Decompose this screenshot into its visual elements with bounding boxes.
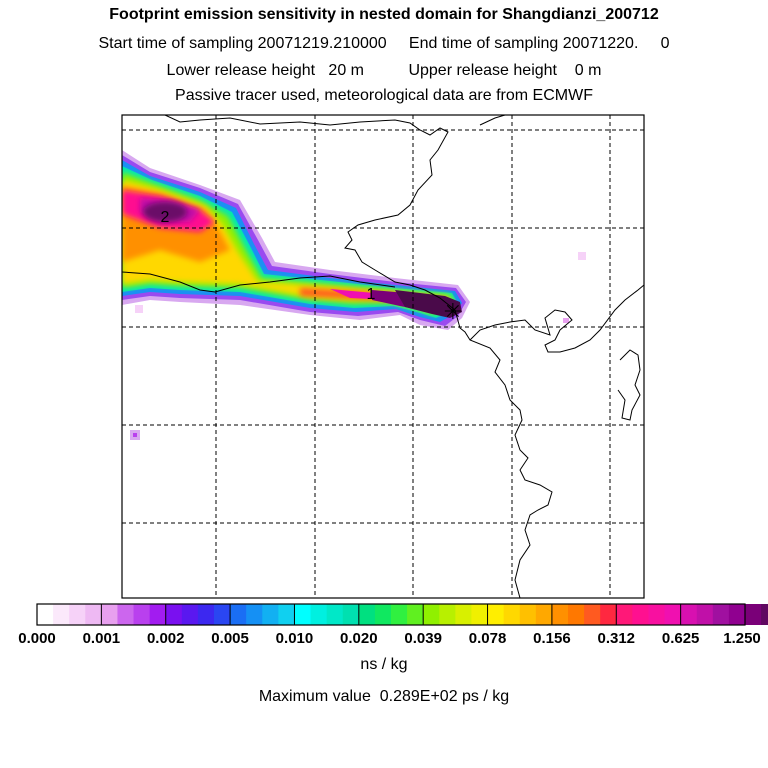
colorbar-swatch	[616, 604, 633, 625]
colorbar-tick-label: 0.005	[211, 630, 249, 647]
colorbar-swatch	[197, 604, 215, 625]
tracer-info: Passive tracer used, meteorological data…	[175, 87, 593, 104]
colorbar-swatch	[761, 604, 768, 625]
colorbar-tick-label: 0.625	[661, 630, 700, 647]
colorbar-tick-label: 0.078	[468, 630, 507, 647]
colorbar-tick-label: 0.000	[18, 630, 56, 647]
plume-field	[122, 150, 586, 440]
colorbar-swatch	[600, 604, 617, 625]
colorbar-swatch	[133, 604, 151, 625]
marker-1: 1	[367, 286, 376, 303]
colorbar	[36, 603, 768, 626]
colorbar-swatch	[326, 604, 344, 625]
colorbar-tick-label: 0.312	[597, 630, 636, 647]
colorbar-swatch	[680, 604, 698, 625]
colorbar-swatch	[551, 604, 569, 625]
receptor-star-icon: ✳	[444, 300, 462, 325]
colorbar-swatch	[632, 604, 650, 625]
colorbar-swatch	[664, 604, 682, 625]
max-value-label: Maximum value 0.289E+02 ps / kg	[258, 688, 510, 705]
sampling-times: Start time of sampling 20071219.210000 E…	[98, 35, 670, 52]
release-heights: Lower release height 20 m Upper release …	[166, 62, 602, 79]
colorbar-swatch	[85, 604, 102, 625]
colorbar-tick-label: 1.250	[723, 630, 761, 647]
colorbar-tick-label: 0.156	[533, 630, 571, 647]
colorbar-swatch	[230, 604, 247, 625]
colorbar-swatch	[278, 604, 296, 625]
colorbar-swatch	[342, 604, 360, 625]
colorbar-tick-label: 0.010	[275, 630, 314, 647]
colorbar-swatch	[165, 604, 183, 625]
colorbar-swatch	[745, 604, 762, 625]
colorbar-swatch	[503, 604, 521, 625]
colorbar-swatch	[374, 604, 392, 625]
colorbar-swatch	[535, 604, 553, 625]
colorbar-swatch	[407, 604, 424, 625]
colorbar-swatch	[712, 604, 730, 625]
colorbar-swatch	[53, 604, 70, 625]
coastlines	[122, 115, 644, 598]
colorbar-swatch	[391, 604, 408, 625]
colorbar-swatch	[519, 604, 537, 625]
colorbar-swatch	[149, 604, 167, 625]
colorbar-swatch	[117, 604, 135, 625]
colorbar-swatch	[214, 604, 231, 625]
colorbar-swatch	[648, 604, 666, 625]
colorbar-swatch	[728, 604, 746, 625]
units-label: ns / kg	[360, 656, 408, 673]
colorbar-tick-label: 0.020	[340, 630, 378, 647]
colorbar-swatch	[37, 604, 54, 625]
colorbar-swatch	[423, 604, 440, 625]
colorbar-swatch	[69, 604, 86, 625]
colorbar-tick-label: 0.039	[404, 630, 442, 647]
colorbar-swatch	[358, 604, 376, 625]
colorbar-tick-label: 0.002	[146, 630, 185, 647]
colorbar-swatch	[439, 604, 456, 625]
colorbar-swatch	[181, 604, 199, 625]
colorbar-swatch	[471, 604, 489, 625]
colorbar-swatch	[568, 604, 585, 625]
plot-title: Footprint emission sensitivity in nested…	[109, 6, 659, 23]
colorbar-swatch	[101, 604, 119, 625]
colorbar-frame	[36, 603, 746, 626]
lat-lon-grid	[122, 115, 644, 598]
colorbar-swatch	[455, 604, 473, 625]
colorbar-swatch	[310, 604, 328, 625]
marker-2: 2	[161, 209, 170, 226]
colorbar-swatch	[246, 604, 263, 625]
colorbar-swatch	[696, 604, 714, 625]
colorbar-swatch	[584, 604, 601, 625]
colorbar-tick-label: 0.001	[82, 630, 121, 647]
colorbar-swatch	[294, 604, 312, 625]
colorbar-swatch	[262, 604, 279, 625]
colorbar-swatch	[487, 604, 505, 625]
map-frame	[121, 114, 645, 599]
